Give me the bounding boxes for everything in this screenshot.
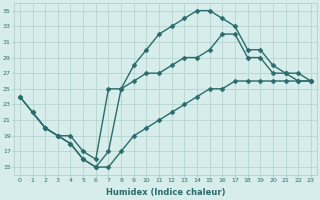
- X-axis label: Humidex (Indice chaleur): Humidex (Indice chaleur): [106, 188, 225, 197]
